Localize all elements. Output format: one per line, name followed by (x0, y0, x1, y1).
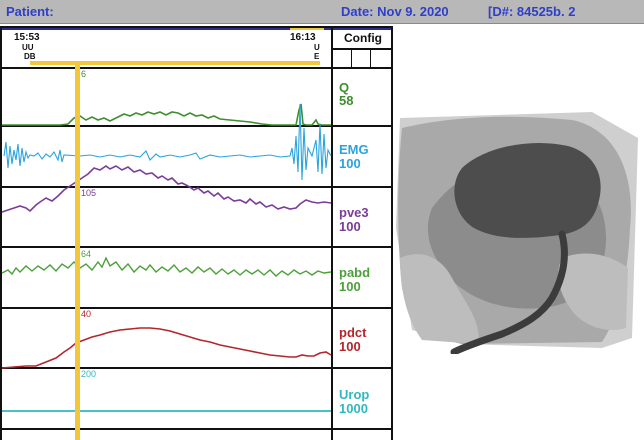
end-marker-lower: E (314, 52, 320, 61)
patient-label: Patient: (6, 4, 54, 19)
config-button[interactable]: Config (344, 31, 382, 45)
header-bar: Patient: Date: Nov 9. 2020 [D#: 84525b. … (0, 0, 644, 24)
lane-divider (0, 367, 392, 369)
lane-divider (0, 428, 392, 430)
cursor-value-pve3: 105 (81, 188, 97, 198)
trace-panel (0, 26, 392, 440)
time-cursor[interactable] (75, 61, 80, 440)
lane-divider (0, 246, 392, 248)
start-time: 15:53 (14, 32, 40, 43)
time-range-bar[interactable] (30, 61, 320, 65)
channel-scale-pabd[interactable]: 100 (339, 279, 361, 294)
channel-name-urop[interactable]: Urop (339, 387, 370, 402)
config-cell[interactable] (352, 50, 371, 68)
lane-divider (0, 67, 392, 69)
study-id-label: [D#: 84525b. 2 (488, 4, 576, 19)
channel-scale-pve3[interactable]: 100 (339, 219, 361, 234)
config-cell[interactable] (371, 50, 390, 68)
config-divider (333, 48, 392, 50)
channel-name-pabd[interactable]: pabd (339, 265, 371, 280)
cursor-value-pabd: 64 (81, 249, 92, 259)
channel-scale-emg[interactable]: 100 (339, 156, 361, 171)
lane-divider (0, 125, 392, 127)
start-marker-lower: DB (24, 52, 36, 61)
end-marker-upper: U (314, 43, 320, 52)
cursor-value-pdct: 40 (81, 309, 92, 319)
channel-name-pve3[interactable]: pve3 (339, 205, 369, 220)
channel-name-emg[interactable]: EMG (339, 142, 369, 157)
lane-divider (0, 186, 392, 188)
channel-name-q[interactable]: Q (339, 80, 350, 95)
end-time: 16:13 (290, 32, 316, 43)
config-cell[interactable] (333, 50, 352, 68)
cursor-value-urop: 200 (81, 369, 97, 379)
start-marker-upper: UU (22, 43, 34, 52)
timeline-progress-track (0, 26, 392, 30)
lane-divider (0, 307, 392, 309)
trace-label-divider (331, 26, 333, 440)
channel-scale-pdct[interactable]: 100 (339, 339, 361, 354)
channel-scale-q[interactable]: 58 (339, 93, 354, 108)
bladder-image[interactable] (392, 108, 638, 354)
timeline-progress-highlight (290, 26, 324, 30)
panel-right-border (391, 26, 393, 440)
channel-name-pdct[interactable]: pdct (339, 325, 367, 340)
channel-scale-urop[interactable]: 1000 (339, 401, 368, 416)
date-label: Date: Nov 9. 2020 (341, 4, 449, 19)
cursor-value-q: 6 (81, 69, 87, 79)
